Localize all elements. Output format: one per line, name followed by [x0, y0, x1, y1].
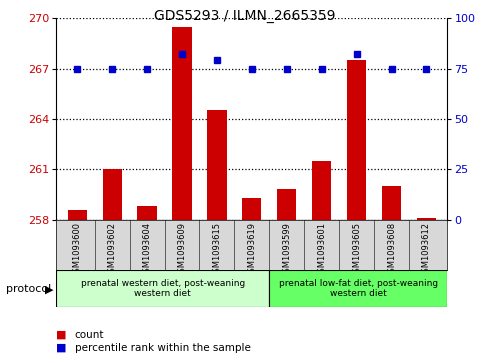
Bar — [416, 218, 435, 220]
Text: GSM1093619: GSM1093619 — [247, 222, 256, 278]
Text: GSM1093612: GSM1093612 — [421, 222, 430, 278]
Bar — [56, 270, 269, 307]
Text: protocol: protocol — [6, 284, 51, 294]
Text: GSM1093608: GSM1093608 — [386, 222, 395, 278]
Bar — [137, 206, 156, 220]
Bar — [242, 198, 261, 220]
Text: GSM1093602: GSM1093602 — [107, 222, 116, 278]
Text: GSM1093605: GSM1093605 — [351, 222, 360, 278]
Text: GSM1093615: GSM1093615 — [212, 222, 221, 278]
Bar — [102, 169, 122, 220]
Bar — [172, 26, 191, 220]
Text: GSM1093604: GSM1093604 — [142, 222, 151, 278]
Text: count: count — [75, 330, 104, 340]
Bar — [207, 110, 226, 220]
Text: GSM1093599: GSM1093599 — [282, 222, 291, 278]
Text: prenatal western diet, post-weaning
western diet: prenatal western diet, post-weaning west… — [81, 279, 244, 298]
Bar — [277, 189, 296, 220]
Text: percentile rank within the sample: percentile rank within the sample — [75, 343, 250, 353]
Text: GSM1093609: GSM1093609 — [177, 222, 186, 278]
Text: GSM1093600: GSM1093600 — [73, 222, 81, 278]
Text: GSM1093601: GSM1093601 — [317, 222, 325, 278]
Bar — [269, 270, 447, 307]
Bar — [311, 161, 330, 220]
Text: GDS5293 / ILMN_2665359: GDS5293 / ILMN_2665359 — [153, 9, 335, 23]
Text: ■: ■ — [56, 330, 66, 340]
Text: prenatal low-fat diet, post-weaning
western diet: prenatal low-fat diet, post-weaning west… — [278, 279, 437, 298]
Text: ■: ■ — [56, 343, 66, 353]
Bar — [381, 186, 400, 220]
Bar — [67, 209, 87, 220]
Text: ▶: ▶ — [44, 284, 53, 294]
Bar — [346, 60, 366, 220]
